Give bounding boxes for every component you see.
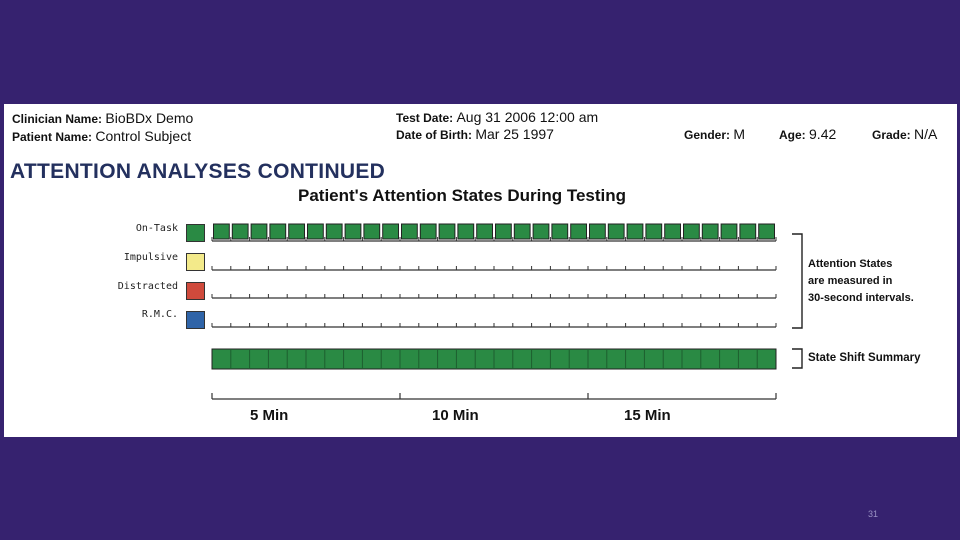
interval-cell — [701, 223, 719, 240]
interval-cell — [513, 223, 531, 240]
clinician-value: BioBDx Demo — [105, 110, 194, 126]
legend-swatch-impulsive — [186, 253, 205, 271]
summary-bracket — [792, 348, 803, 369]
interval-cell — [250, 223, 268, 240]
interval-cell — [457, 223, 475, 240]
page-number: 31 — [868, 509, 879, 519]
clinician-line: Clinician Name: BioBDx Demo — [12, 110, 193, 126]
note-line-1: Attention States — [808, 258, 893, 270]
interval-cell — [551, 223, 569, 240]
clinician-label: Clinician Name: — [12, 112, 103, 126]
interval-cell — [532, 223, 550, 240]
test-date-line: Test Date: Aug 31 2006 12:00 am — [396, 109, 598, 125]
state-shift-summary-label: State Shift Summary — [808, 352, 921, 364]
interval-cell — [382, 223, 400, 240]
interval-cell — [664, 223, 682, 240]
row-label-on-task: On-Task — [135, 223, 178, 234]
report-panel: Clinician Name: BioBDx Demo Patient Name… — [4, 104, 957, 437]
interval-cell — [739, 223, 757, 240]
interval-cell — [758, 223, 776, 240]
interval-cell — [419, 223, 437, 240]
x-tick-5-min: 5 Min — [250, 407, 289, 424]
interval-cell — [495, 223, 512, 240]
interval-cell — [438, 223, 456, 240]
section-title: ATTENTION ANALYSES CONTINUED — [10, 160, 386, 183]
grade-value: N/A — [914, 126, 938, 142]
x-tick-10-min: 10 Min — [432, 407, 479, 424]
interval-cell — [401, 223, 418, 240]
interval-cell — [288, 223, 306, 240]
interval-cell — [269, 223, 287, 240]
patient-label: Patient Name: — [12, 130, 93, 144]
interval-cell — [626, 223, 644, 240]
test-date-value: Aug 31 2006 12:00 am — [456, 109, 599, 125]
legend-swatch-on-task — [186, 224, 205, 242]
dob-label: Date of Birth: — [396, 128, 472, 142]
interval-note: Attention States are measured in 30-seco… — [808, 256, 914, 307]
interval-cell — [325, 223, 343, 240]
test-date-label: Test Date: — [396, 111, 454, 125]
gender-value: M — [733, 126, 746, 142]
dob-line: Date of Birth: Mar 25 1997 — [396, 126, 554, 142]
patient-value: Control Subject — [95, 128, 192, 144]
age-label: Age: — [779, 128, 806, 142]
dob-value: Mar 25 1997 — [475, 126, 554, 142]
gender-line: Gender: M — [684, 126, 745, 142]
patient-line: Patient Name: Control Subject — [12, 128, 191, 144]
x-tick-15-min: 15 Min — [624, 407, 671, 424]
interval-cell — [363, 223, 381, 240]
note-line-3: 30-second intervals. — [808, 292, 914, 304]
interval-cell — [231, 223, 249, 240]
attention-chart — [211, 223, 803, 400]
row-label-distracted: Distracted — [117, 281, 178, 292]
gender-label: Gender: — [684, 128, 731, 142]
legend-swatch-rmc — [186, 311, 205, 329]
note-line-2: are measured in — [808, 275, 893, 287]
interval-cell — [476, 223, 494, 240]
interval-cell — [213, 223, 230, 240]
interval-cell — [683, 223, 700, 240]
interval-cell — [344, 223, 362, 240]
interval-cell — [607, 223, 625, 240]
interval-cell — [645, 223, 663, 240]
row-label-impulsive: Impulsive — [123, 252, 178, 263]
interval-cell — [307, 223, 324, 240]
rows-bracket — [792, 233, 803, 329]
interval-cell — [589, 223, 606, 240]
row-label-rmc: R.M.C. — [141, 309, 178, 320]
legend-swatch-distracted — [186, 282, 205, 300]
interval-cell — [720, 223, 738, 240]
chart-title: Patient's Attention States During Testin… — [298, 186, 627, 205]
grade-label: Grade: — [872, 128, 911, 142]
grade-line: Grade: N/A — [872, 126, 937, 142]
interval-cell — [570, 223, 588, 240]
age-line: Age: 9.42 — [779, 126, 836, 142]
age-value: 9.42 — [809, 126, 837, 142]
